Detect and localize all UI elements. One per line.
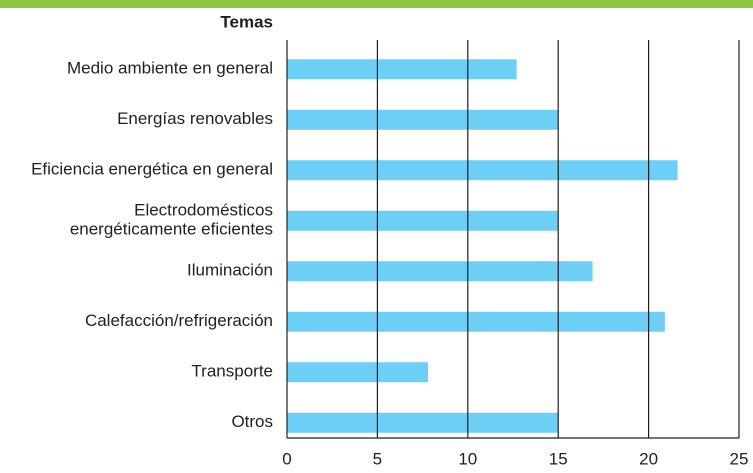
y-tick-label: Iluminación [187, 261, 273, 280]
y-tick-label: Calefacción/refrigeración [85, 311, 273, 330]
bar [287, 362, 429, 383]
x-tick-label: 0 [282, 449, 291, 468]
bar [287, 261, 593, 282]
x-tick-label: 5 [373, 449, 382, 468]
bar [287, 311, 665, 332]
chart-title: Temas [220, 12, 273, 31]
bar [287, 210, 559, 231]
y-tick-label: Electrodomésticos energéticamente eficien… [70, 201, 273, 239]
bar [287, 412, 559, 433]
x-tick-label: 20 [639, 449, 658, 468]
x-tick-label: 25 [730, 449, 749, 468]
y-tick-label: Otros [231, 412, 273, 431]
x-tick-label: 15 [549, 449, 568, 468]
y-tick-label: Transporte [191, 362, 273, 381]
y-tick-label: Energías renovables [117, 109, 273, 128]
y-tick-label: Medio ambiente en general [67, 59, 273, 78]
x-tick-label: 10 [458, 449, 477, 468]
bar [287, 160, 678, 181]
y-tick-label: Eficiencia energética en general [31, 160, 273, 179]
bar [287, 109, 559, 130]
bar [287, 59, 517, 80]
header-band [0, 0, 753, 8]
